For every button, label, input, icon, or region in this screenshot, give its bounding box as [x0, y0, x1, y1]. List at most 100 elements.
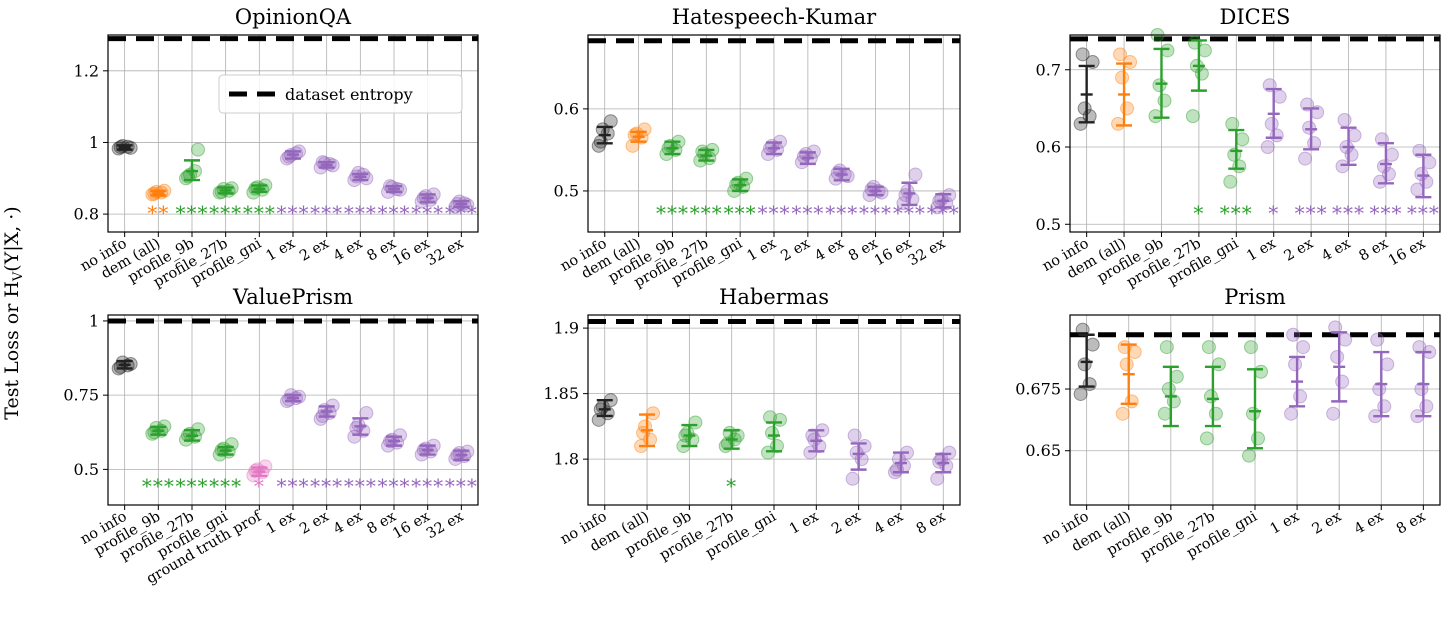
- significance-stars: *: [254, 474, 265, 498]
- data-point: [761, 445, 775, 460]
- data-point: [1384, 147, 1399, 162]
- data-point: [1370, 332, 1385, 347]
- data-point: [1113, 47, 1128, 62]
- panel-title: Prism: [1224, 285, 1286, 309]
- data-point: [1328, 320, 1343, 335]
- data-point: [1422, 155, 1437, 170]
- data-point: [807, 432, 822, 447]
- significance-stars: ***: [344, 474, 377, 498]
- significance-stars: ***: [344, 201, 377, 225]
- data-point: [1201, 340, 1216, 355]
- data-point: [1232, 159, 1247, 174]
- y-tick-label: 1: [89, 133, 99, 152]
- data-point: [1235, 132, 1250, 147]
- significance-stars: ***: [310, 201, 343, 225]
- data-point: [1380, 357, 1395, 372]
- x-tick-label: 1 ex: [264, 236, 298, 265]
- data-point: [1335, 374, 1350, 389]
- data-point: [1372, 382, 1387, 397]
- significance-stars: ***: [1295, 201, 1328, 225]
- data-point: [1157, 93, 1172, 108]
- data-point: [1286, 327, 1301, 342]
- significance-stars: ***: [310, 474, 343, 498]
- significance-stars: ***: [175, 474, 208, 498]
- x-tick-label: 16 ex: [872, 236, 914, 270]
- data-point: [1376, 159, 1391, 174]
- x-tick-label: 1 ex: [1268, 509, 1302, 538]
- y-tick-label: 0.675: [1015, 380, 1061, 399]
- x-tick-label: 2 ex: [297, 509, 331, 538]
- data-point: [1326, 406, 1341, 421]
- data-point: [803, 445, 818, 460]
- significance-stars: ***: [724, 201, 757, 225]
- x-tick-label: 4 ex: [1319, 236, 1353, 265]
- data-point: [1075, 47, 1090, 62]
- x-tick-label: 4 ex: [871, 509, 905, 538]
- data-point: [1338, 332, 1353, 347]
- data-point: [1115, 70, 1130, 85]
- data-point: [1414, 167, 1429, 182]
- legend-box: [218, 74, 463, 114]
- significance-stars: ***: [378, 474, 411, 498]
- significance-stars: ***: [411, 201, 444, 225]
- data-point: [1260, 140, 1275, 155]
- data-point: [1244, 340, 1258, 355]
- x-tick-label: 4 ex: [1352, 509, 1386, 538]
- data-point: [1269, 128, 1284, 143]
- data-point: [1246, 406, 1260, 421]
- plot-frame: [107, 314, 479, 506]
- data-point: [1264, 116, 1279, 131]
- significance-stars: ***: [859, 201, 892, 225]
- data-point: [1111, 116, 1126, 131]
- data-point: [646, 406, 661, 421]
- data-point: [1335, 159, 1350, 174]
- significance-stars: ***: [893, 201, 926, 225]
- significance-stars: ***: [791, 201, 824, 225]
- data-point: [1157, 406, 1172, 421]
- panel-0: 0.811.2no info**dem (all)***profile_9b**…: [74, 5, 479, 291]
- panel-title: ValuePrism: [232, 285, 353, 309]
- plot-frame: [587, 314, 961, 506]
- y-axis-label: Test Loss or HV(Y|X, ·): [1, 206, 26, 419]
- data-point: [934, 192, 949, 207]
- data-point: [1152, 78, 1167, 93]
- x-tick-label: 2 ex: [1310, 509, 1344, 538]
- data-point: [1073, 116, 1088, 131]
- y-tick-label: 0.75: [63, 386, 99, 405]
- data-point: [942, 445, 957, 460]
- y-tick-label: 1.9: [554, 319, 579, 338]
- data-point: [908, 167, 923, 182]
- significance-stars: ***: [825, 201, 858, 225]
- y-tick-label: 0.8: [74, 205, 99, 224]
- y-tick-label: 0.5: [1036, 215, 1061, 234]
- data-point: [1082, 377, 1097, 392]
- legend-label: dataset entropy: [285, 85, 413, 104]
- significance-stars: ***: [1332, 201, 1365, 225]
- x-tick-label: 4 ex: [331, 236, 365, 265]
- y-tick-label: 1.8: [554, 450, 579, 469]
- data-point: [1288, 357, 1303, 372]
- x-tick-label: 1 ex: [264, 509, 298, 538]
- data-point: [763, 410, 777, 425]
- data-point: [1284, 406, 1299, 421]
- data-point: [1123, 55, 1138, 70]
- panel-title: Hatespeech-Kumar: [672, 5, 877, 29]
- data-point: [1337, 112, 1352, 127]
- data-point: [765, 425, 779, 440]
- significance-stars: ***: [445, 201, 478, 225]
- significance-stars: ***: [656, 201, 689, 225]
- data-point: [1120, 101, 1135, 116]
- data-point: [1077, 101, 1092, 116]
- data-point: [1223, 174, 1238, 189]
- x-tick-label: 8 ex: [1394, 509, 1428, 538]
- data-point: [857, 439, 872, 454]
- data-point: [847, 428, 862, 443]
- data-point: [250, 180, 265, 195]
- plot-frame: [107, 34, 479, 233]
- significance-stars: ***: [277, 201, 310, 225]
- data-point: [845, 471, 860, 486]
